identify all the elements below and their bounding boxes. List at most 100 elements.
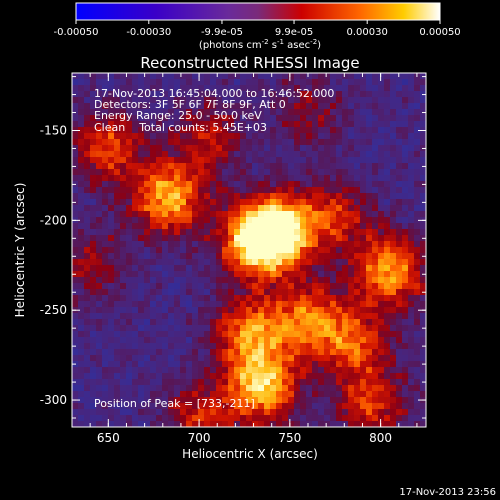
heatmap-cell bbox=[222, 421, 229, 427]
heatmap-cell bbox=[264, 385, 271, 392]
heatmap-cell bbox=[372, 373, 379, 380]
heatmap-cell bbox=[276, 355, 283, 362]
heatmap-cell bbox=[240, 367, 247, 374]
annotation-clean: Clean Total counts: 5.45E+03 bbox=[94, 121, 267, 134]
heatmap-cell bbox=[192, 313, 199, 320]
heatmap-cell bbox=[168, 151, 175, 158]
heatmap-cell bbox=[186, 319, 193, 326]
heatmap-cell bbox=[252, 361, 259, 368]
heatmap-cell bbox=[324, 97, 331, 104]
heatmap-cell bbox=[342, 145, 349, 152]
heatmap-cell bbox=[390, 199, 397, 206]
heatmap-cell bbox=[156, 151, 163, 158]
heatmap-cell bbox=[300, 205, 307, 212]
heatmap-cell bbox=[384, 403, 391, 410]
heatmap-cell bbox=[282, 265, 289, 272]
heatmap-cell bbox=[378, 409, 385, 416]
heatmap-cell bbox=[102, 289, 109, 296]
heatmap-cell bbox=[132, 151, 139, 158]
heatmap-cell bbox=[108, 319, 115, 326]
heatmap-cell bbox=[264, 271, 271, 278]
heatmap-cell bbox=[312, 415, 319, 422]
heatmap-cell bbox=[228, 193, 235, 200]
heatmap-cell bbox=[120, 265, 127, 272]
heatmap-cell bbox=[246, 325, 253, 332]
heatmap-cell bbox=[192, 145, 199, 152]
heatmap-cell bbox=[198, 157, 205, 164]
heatmap-cell bbox=[408, 151, 415, 158]
heatmap-cell bbox=[120, 337, 127, 344]
heatmap-cell bbox=[120, 409, 127, 416]
heatmap-cell bbox=[156, 415, 163, 422]
heatmap-cell bbox=[84, 301, 91, 308]
heatmap-cell bbox=[318, 373, 325, 380]
heatmap-cell bbox=[186, 145, 193, 152]
heatmap-cell bbox=[186, 217, 193, 224]
heatmap-cell bbox=[156, 145, 163, 152]
heatmap-cell bbox=[72, 391, 79, 398]
heatmap-cell bbox=[96, 175, 103, 182]
heatmap-cell bbox=[150, 151, 157, 158]
heatmap-cell bbox=[162, 181, 169, 188]
heatmap-cell bbox=[276, 271, 283, 278]
heatmap-cell bbox=[390, 265, 397, 272]
heatmap-cell bbox=[150, 91, 157, 98]
heatmap-cell bbox=[264, 403, 271, 410]
heatmap-cell bbox=[264, 85, 271, 92]
heatmap-cell bbox=[324, 331, 331, 338]
heatmap-cell bbox=[186, 325, 193, 332]
heatmap-cell bbox=[264, 277, 271, 284]
heatmap-cell bbox=[408, 367, 415, 374]
heatmap-cell bbox=[204, 391, 211, 398]
heatmap-cell bbox=[78, 313, 85, 320]
heatmap-cell bbox=[270, 337, 277, 344]
heatmap-cell bbox=[318, 157, 325, 164]
heatmap-cell bbox=[144, 289, 151, 296]
heatmap-cell bbox=[366, 313, 373, 320]
heatmap-cell bbox=[126, 223, 133, 230]
heatmap-cell bbox=[210, 325, 217, 332]
heatmap-cell bbox=[288, 265, 295, 272]
heatmap-cell bbox=[372, 253, 379, 260]
heatmap-cell bbox=[126, 289, 133, 296]
heatmap-cell bbox=[156, 349, 163, 356]
heatmap-cell bbox=[276, 409, 283, 416]
heatmap-cell bbox=[234, 151, 241, 158]
heatmap-cell bbox=[216, 355, 223, 362]
heatmap-cell bbox=[216, 415, 223, 422]
heatmap-cell bbox=[90, 385, 97, 392]
heatmap-cell bbox=[234, 91, 241, 98]
heatmap-cell bbox=[180, 349, 187, 356]
heatmap-cell bbox=[372, 121, 379, 128]
heatmap-cell bbox=[144, 205, 151, 212]
heatmap-cell bbox=[204, 157, 211, 164]
heatmap-cell bbox=[174, 403, 181, 410]
heatmap-cell bbox=[180, 169, 187, 176]
heatmap-cell bbox=[114, 217, 121, 224]
heatmap-cell bbox=[78, 253, 85, 260]
heatmap-cell bbox=[240, 73, 247, 80]
heatmap-cell bbox=[354, 349, 361, 356]
heatmap-cell bbox=[96, 163, 103, 170]
heatmap-cell bbox=[378, 271, 385, 278]
heatmap-cell bbox=[276, 385, 283, 392]
heatmap-cell bbox=[288, 349, 295, 356]
heatmap-cell bbox=[324, 277, 331, 284]
heatmap-cell bbox=[252, 271, 259, 278]
heatmap-cell bbox=[132, 343, 139, 350]
heatmap-cell bbox=[204, 271, 211, 278]
heatmap-cell bbox=[228, 343, 235, 350]
heatmap-cell bbox=[342, 199, 349, 206]
heatmap-cell bbox=[414, 145, 421, 152]
heatmap-cell bbox=[162, 337, 169, 344]
heatmap-cell bbox=[330, 235, 337, 242]
heatmap-cell bbox=[402, 361, 409, 368]
heatmap-cell bbox=[234, 403, 241, 410]
heatmap-cell bbox=[174, 259, 181, 266]
heatmap-cell bbox=[312, 163, 319, 170]
heatmap-cell bbox=[84, 199, 91, 206]
heatmap-cell bbox=[396, 391, 403, 398]
heatmap-cell bbox=[126, 271, 133, 278]
heatmap-cell bbox=[192, 355, 199, 362]
heatmap-cell bbox=[324, 337, 331, 344]
